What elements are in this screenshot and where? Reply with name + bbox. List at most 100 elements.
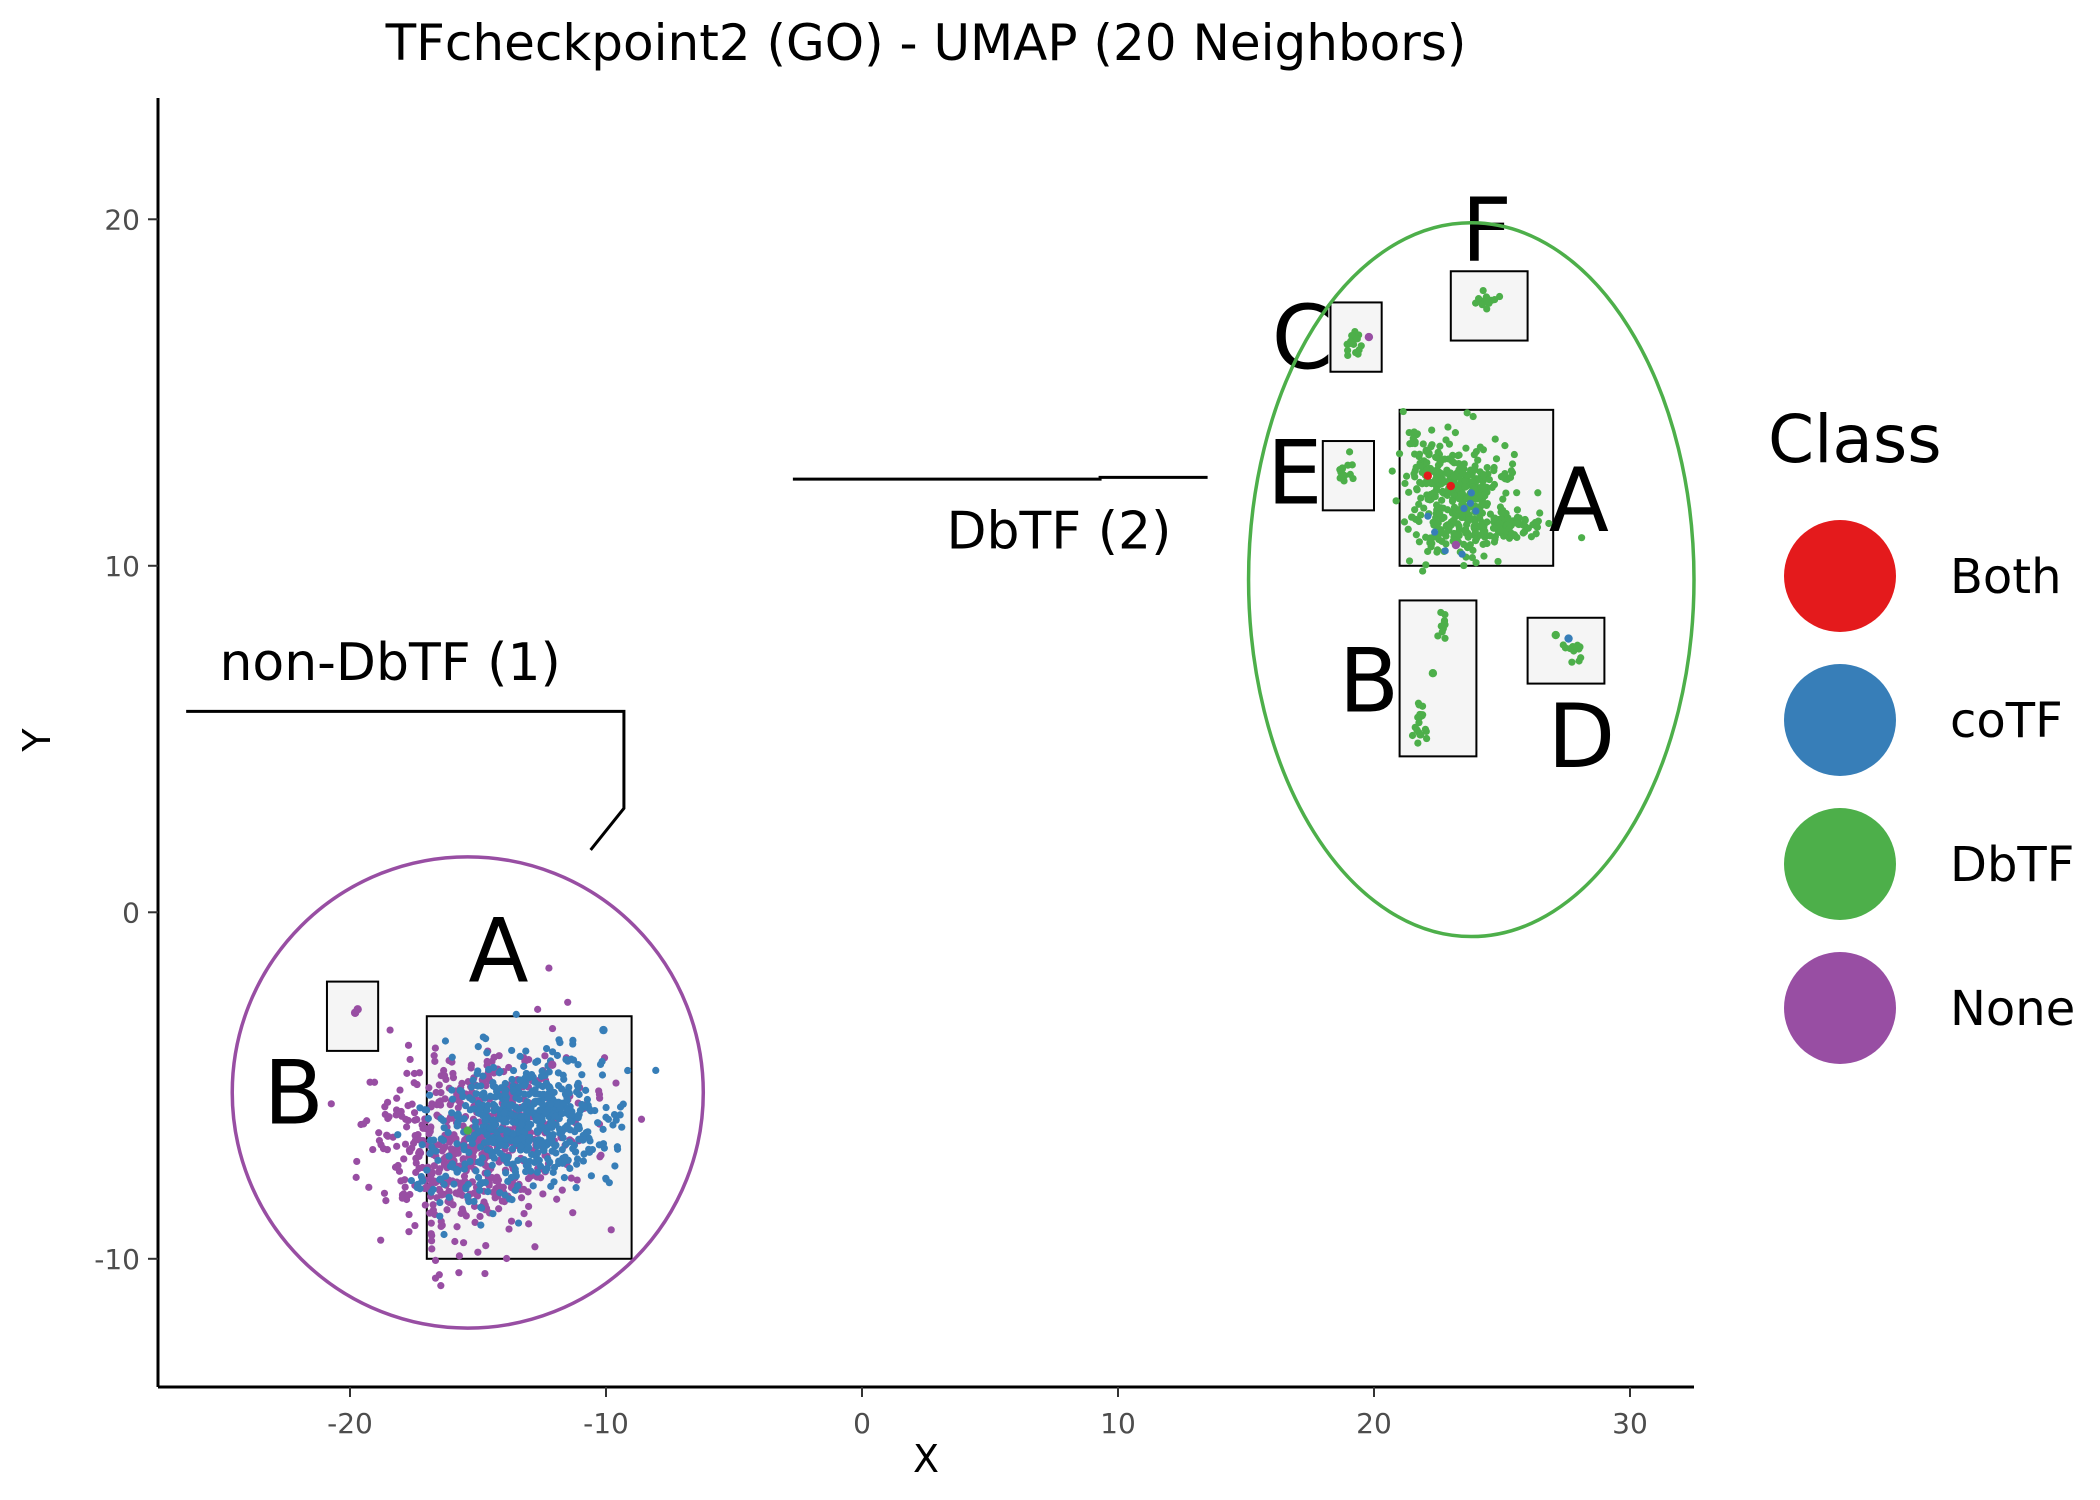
data-point-cotf bbox=[512, 1010, 520, 1018]
chart-title: TFcheckpoint2 (GO) - UMAP (20 Neighbors) bbox=[385, 14, 1467, 72]
data-point-dbtf bbox=[1431, 475, 1440, 484]
data-point-none bbox=[441, 1143, 449, 1151]
data-point-none bbox=[365, 1183, 373, 1191]
data-point-cotf bbox=[523, 1112, 531, 1120]
data-point-cotf bbox=[613, 1145, 622, 1153]
data-point-cotf bbox=[511, 1168, 520, 1176]
data-point-cotf bbox=[469, 1076, 477, 1084]
data-point-cotf bbox=[515, 1095, 523, 1103]
legend: Class Both coTF DbTF None bbox=[1768, 401, 2075, 1064]
data-point-none bbox=[548, 1060, 557, 1069]
data-point-none bbox=[495, 1052, 503, 1060]
data-point-dbtf bbox=[1450, 503, 1459, 511]
data-point-cotf bbox=[479, 1112, 487, 1120]
data-point-dbtf bbox=[1568, 658, 1576, 666]
data-point-dbtf bbox=[1478, 500, 1486, 508]
data-point-none bbox=[435, 1098, 443, 1106]
data-point-cotf bbox=[472, 1167, 480, 1175]
data-point-none bbox=[567, 1174, 575, 1182]
data-point-cotf bbox=[489, 1063, 498, 1072]
group-ellipse-2 bbox=[1246, 220, 1696, 939]
data-point-dbtf bbox=[1496, 526, 1505, 535]
data-point-none bbox=[382, 1196, 390, 1205]
data-point-cotf bbox=[416, 1104, 424, 1112]
data-point-cotf bbox=[531, 1098, 539, 1106]
data-point-cotf bbox=[560, 1174, 568, 1182]
data-point-cotf bbox=[508, 1046, 516, 1055]
data-point-cotf bbox=[450, 1180, 458, 1188]
data-point-cotf bbox=[624, 1066, 632, 1075]
data-point-none bbox=[449, 1069, 457, 1078]
data-point-dbtf bbox=[1505, 524, 1513, 532]
data-point-dbtf bbox=[1536, 509, 1544, 517]
data-point-none bbox=[427, 1219, 435, 1227]
data-point-dbtf bbox=[1450, 459, 1458, 467]
data-point-dbtf bbox=[1454, 452, 1462, 460]
data-point-dbtf bbox=[1491, 532, 1499, 541]
data-point-dbtf bbox=[1411, 473, 1419, 481]
data-point-none bbox=[393, 1142, 401, 1150]
data-point-dbtf bbox=[1477, 521, 1486, 529]
data-point-dbtf bbox=[1513, 513, 1521, 521]
data-point-cotf bbox=[488, 1137, 496, 1145]
data-point-cotf bbox=[434, 1156, 442, 1164]
data-point-cotf bbox=[602, 1103, 610, 1112]
data-point-none bbox=[525, 1220, 533, 1228]
data-point-cotf bbox=[1467, 489, 1475, 497]
data-point-none bbox=[429, 1201, 437, 1209]
data-point-cotf bbox=[454, 1110, 462, 1118]
data-point-cotf bbox=[437, 1175, 445, 1183]
data-point-none bbox=[480, 1198, 488, 1206]
data-point-none bbox=[410, 1079, 418, 1087]
data-point-cotf bbox=[549, 1168, 557, 1176]
x-tick-label: 30 bbox=[1612, 1407, 1648, 1440]
data-point-cotf bbox=[516, 1076, 524, 1084]
data-point-cotf bbox=[512, 1103, 520, 1111]
data-point-cotf bbox=[595, 1141, 603, 1149]
data-point-none bbox=[431, 1274, 440, 1282]
data-point-cotf bbox=[466, 1157, 474, 1166]
data-point-dbtf bbox=[1410, 428, 1418, 436]
data-point-none bbox=[427, 1237, 436, 1245]
data-point-both bbox=[1423, 471, 1432, 480]
data-point-cotf bbox=[468, 1139, 476, 1148]
data-point-dbtf bbox=[1422, 561, 1430, 569]
data-point-dbtf bbox=[1482, 293, 1490, 301]
data-point-cotf bbox=[1466, 499, 1475, 507]
data-point-dbtf bbox=[1483, 463, 1491, 472]
data-point-cotf bbox=[453, 1122, 461, 1130]
data-point-cotf bbox=[532, 1116, 541, 1124]
data-point-cotf bbox=[458, 1088, 466, 1096]
data-point-none bbox=[453, 1223, 461, 1231]
data-point-none bbox=[404, 1101, 412, 1110]
data-point-cotf bbox=[573, 1088, 581, 1096]
data-point-dbtf bbox=[1480, 471, 1488, 479]
data-point-none bbox=[363, 1117, 371, 1125]
data-point-cotf bbox=[573, 1160, 581, 1168]
data-point-cotf bbox=[517, 1142, 525, 1151]
data-point-dbtf bbox=[1440, 617, 1449, 625]
data-point-cotf bbox=[539, 1145, 547, 1154]
data-point-none bbox=[425, 1084, 433, 1092]
data-point-dbtf bbox=[1455, 525, 1464, 533]
data-point-none bbox=[426, 1209, 434, 1217]
data-point-cotf bbox=[445, 1193, 453, 1201]
data-point-cotf bbox=[486, 1092, 494, 1100]
data-point-cotf bbox=[427, 1188, 435, 1196]
data-point-none bbox=[386, 1026, 394, 1034]
data-point-cotf bbox=[545, 1084, 553, 1092]
data-point-dbtf bbox=[1465, 516, 1473, 524]
data-point-cotf bbox=[551, 1112, 559, 1120]
x-axis-title: X bbox=[913, 1437, 939, 1481]
legend-swatch-cotf bbox=[1784, 664, 1896, 776]
data-point-none bbox=[352, 1173, 360, 1181]
data-point-cotf bbox=[436, 1198, 444, 1207]
data-point-cotf bbox=[549, 1130, 557, 1139]
data-point-cotf bbox=[579, 1136, 587, 1144]
data-point-cotf bbox=[565, 1106, 573, 1114]
data-point-cotf bbox=[476, 1186, 484, 1194]
data-point-dbtf bbox=[1480, 552, 1488, 560]
data-point-cotf bbox=[526, 1133, 534, 1142]
data-point-cotf bbox=[511, 1112, 519, 1120]
data-point-dbtf bbox=[1532, 523, 1541, 531]
